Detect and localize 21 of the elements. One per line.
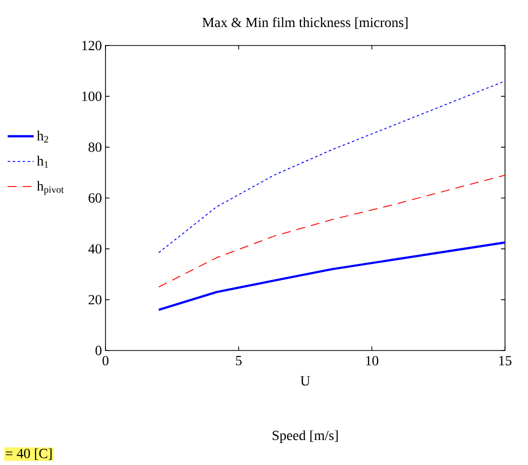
y-tick-label: 40 <box>88 244 102 254</box>
x-tick-label: 15 <box>499 356 512 366</box>
text: Speed [m/s] <box>272 430 338 443</box>
x-tick-label: 10 <box>366 356 378 366</box>
y-tick-label: 60 <box>88 193 102 203</box>
x-axis-title: U <box>300 376 310 386</box>
line-series <box>158 174 506 288</box>
line-series <box>158 80 506 254</box>
y-tick-label: 80 <box>88 142 102 152</box>
line-series <box>158 241 506 311</box>
y-tick-label: 20 <box>88 294 102 304</box>
y-tick-label: 0 <box>96 346 102 356</box>
legend-label: h$_{2}$ <box>36 130 48 142</box>
chart-title: Max & Min film thickness [microns] <box>202 17 408 29</box>
y-tick-label: 120 <box>82 40 102 50</box>
y-tick-label: 100 <box>82 92 102 102</box>
x-tick-label: 5 <box>236 356 242 366</box>
legend-label: h$_{pivot}$ <box>36 180 64 195</box>
legend-label: h$_{1}$ <box>36 156 48 168</box>
x-tick-label: 0 <box>102 356 108 366</box>
text: = 40 [C] <box>6 448 52 460</box>
